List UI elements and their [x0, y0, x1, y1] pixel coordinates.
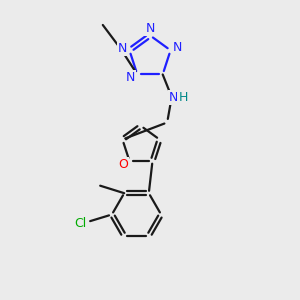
Text: Cl: Cl — [75, 217, 87, 230]
Text: N: N — [126, 71, 135, 84]
Text: H: H — [178, 92, 188, 104]
Text: N: N — [118, 42, 128, 55]
Text: N: N — [172, 41, 182, 54]
Text: N: N — [145, 22, 155, 35]
Text: N: N — [169, 92, 178, 104]
Text: O: O — [118, 158, 128, 171]
